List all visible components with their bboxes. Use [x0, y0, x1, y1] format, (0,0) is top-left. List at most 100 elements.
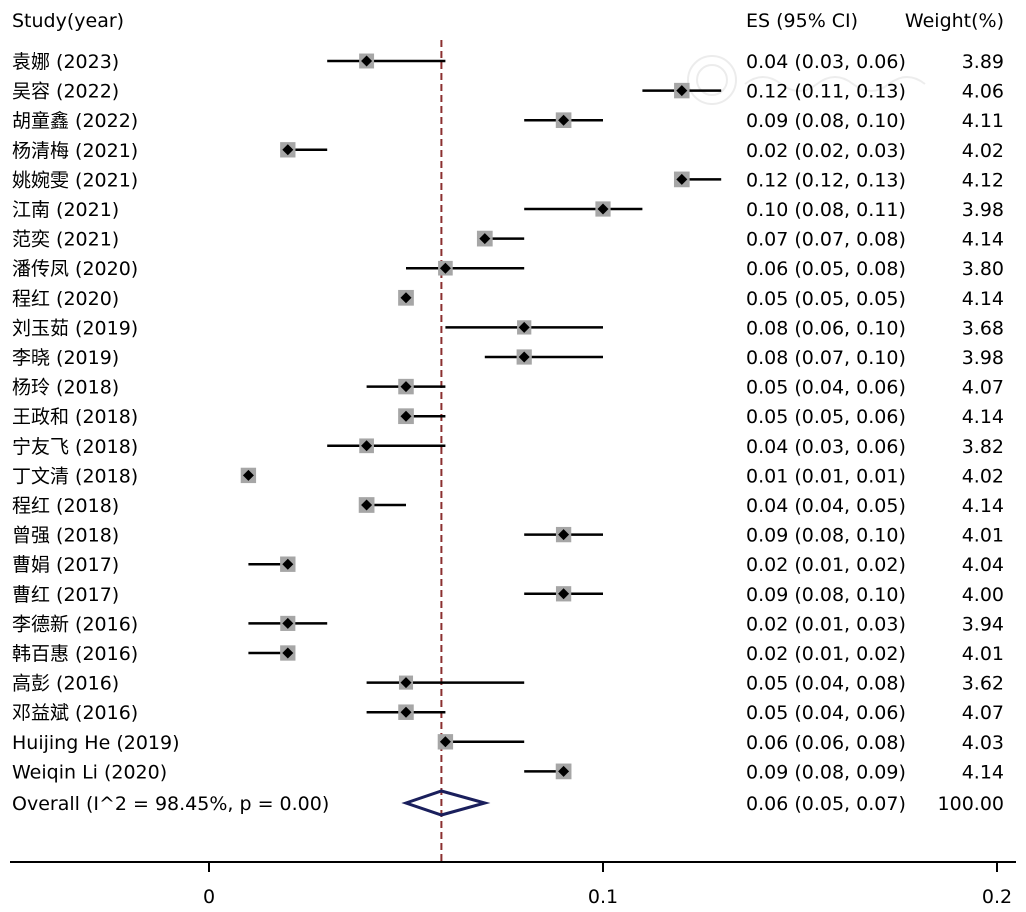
weight-text: 4.14	[962, 761, 1004, 783]
study-row: 高彭 (2016) 0.05 (0.04, 0.08) 3.62	[12, 673, 1004, 695]
weight-text: 3.68	[962, 317, 1004, 339]
es-ci-text: 0.09 (0.08, 0.10)	[746, 584, 906, 606]
point-estimate	[282, 617, 294, 629]
study-row: 吴容 (2022) 0.12 (0.11, 0.13) 4.06	[12, 81, 1004, 103]
overall-label: Overall (I^2 = 98.45%, p = 0.00)	[12, 793, 329, 815]
study-row: 曹娟 (2017) 0.02 (0.01, 0.02) 4.04	[12, 554, 1004, 576]
point-estimate	[282, 647, 294, 659]
study-row: 韩百惠 (2016) 0.02 (0.01, 0.02) 4.01	[12, 643, 1004, 665]
study-label: 曹娟 (2017)	[12, 554, 119, 576]
study-row: Weiqin Li (2020) 0.09 (0.08, 0.09) 4.14	[12, 761, 1004, 783]
es-ci-text: 0.09 (0.08, 0.09)	[746, 761, 906, 783]
study-label: 邓益斌 (2016)	[12, 702, 138, 724]
watermark-seal-outer	[687, 55, 737, 105]
point-estimate	[558, 588, 570, 600]
weight-text: 4.04	[962, 554, 1004, 576]
es-ci-text: 0.02 (0.02, 0.03)	[746, 140, 906, 162]
study-label: 丁文清 (2018)	[12, 465, 138, 487]
study-label: 杨清梅 (2021)	[12, 140, 138, 162]
weight-text: 4.12	[962, 169, 1004, 191]
study-row: 刘玉茹 (2019) 0.08 (0.06, 0.10) 3.68	[12, 317, 1004, 339]
study-label: 杨玲 (2018)	[12, 377, 119, 399]
weight-text: 4.02	[962, 140, 1004, 162]
point-estimate	[400, 381, 412, 393]
weight-text: 3.98	[962, 347, 1004, 369]
es-ci-text: 0.09 (0.08, 0.10)	[746, 110, 906, 132]
study-row: 范奕 (2021) 0.07 (0.07, 0.08) 4.14	[12, 229, 1004, 251]
es-ci-text: 0.12 (0.11, 0.13)	[746, 81, 906, 103]
point-estimate	[439, 262, 451, 274]
watermark-seal	[687, 55, 926, 105]
es-ci-text: 0.06 (0.06, 0.08)	[746, 732, 906, 754]
point-estimate	[518, 351, 530, 363]
study-row: Huijing He (2019) 0.06 (0.06, 0.08) 4.03	[12, 732, 1004, 754]
study-label: 潘传凤 (2020)	[12, 258, 138, 280]
weight-text: 4.07	[962, 702, 1004, 724]
study-label: 宁友飞 (2018)	[12, 436, 138, 458]
es-ci-text: 0.05 (0.04, 0.06)	[746, 702, 906, 724]
point-estimate	[597, 203, 609, 215]
point-estimate	[282, 558, 294, 570]
point-estimate	[400, 410, 412, 422]
header-weight: Weight(%)	[905, 10, 1004, 32]
study-row: 丁文清 (2018) 0.01 (0.01, 0.01) 4.02	[12, 465, 1004, 487]
study-row: 邓益斌 (2016) 0.05 (0.04, 0.06) 4.07	[12, 702, 1004, 724]
point-estimate	[361, 440, 373, 452]
es-ci-text: 0.04 (0.04, 0.05)	[746, 495, 906, 517]
point-estimate	[479, 233, 491, 245]
weight-text: 3.80	[962, 258, 1004, 280]
study-label: 范奕 (2021)	[12, 229, 119, 251]
study-label: 程红 (2018)	[12, 495, 119, 517]
point-estimate	[439, 736, 451, 748]
study-rows: 袁娜 (2023) 0.04 (0.03, 0.06) 3.89 吴容 (2022) 0…	[12, 51, 1004, 783]
weight-text: 3.94	[962, 613, 1004, 635]
study-row: 李晓 (2019) 0.08 (0.07, 0.10) 3.98	[12, 347, 1004, 369]
weight-text: 3.62	[962, 673, 1004, 695]
study-label: Huijing He (2019)	[12, 732, 180, 754]
es-ci-text: 0.09 (0.08, 0.10)	[746, 525, 906, 547]
es-ci-text: 0.08 (0.07, 0.10)	[746, 347, 906, 369]
study-label: 程红 (2020)	[12, 288, 119, 310]
study-row: 杨清梅 (2021) 0.02 (0.02, 0.03) 4.02	[12, 140, 1004, 162]
x-tick-label: 0	[203, 886, 215, 908]
study-row: 程红 (2020) 0.05 (0.05, 0.05) 4.14	[12, 288, 1004, 310]
watermark-brush-stroke	[744, 76, 926, 92]
study-label: 韩百惠 (2016)	[12, 643, 138, 665]
overall-es-ci: 0.06 (0.05, 0.07)	[746, 793, 906, 815]
es-ci-text: 0.07 (0.07, 0.08)	[746, 229, 906, 251]
overall-diamond	[401, 789, 491, 817]
x-tick-label: 0.2	[982, 886, 1012, 908]
weight-text: 3.82	[962, 436, 1004, 458]
study-label: 王政和 (2018)	[12, 406, 138, 428]
es-ci-text: 0.04 (0.03, 0.06)	[746, 436, 906, 458]
study-label: 高彭 (2016)	[12, 673, 119, 695]
x-axis-ticks: 0 0.1 0.2	[203, 862, 1012, 908]
weight-text: 4.14	[962, 495, 1004, 517]
study-row: 杨玲 (2018) 0.05 (0.04, 0.06) 4.07	[12, 377, 1004, 399]
es-ci-text: 0.12 (0.12, 0.13)	[746, 169, 906, 191]
weight-text: 4.00	[962, 584, 1004, 606]
header-es: ES (95% CI)	[746, 10, 858, 32]
point-estimate	[282, 144, 294, 156]
study-row: 曹红 (2017) 0.09 (0.08, 0.10) 4.00	[12, 584, 1004, 606]
es-ci-text: 0.05 (0.05, 0.06)	[746, 406, 906, 428]
es-ci-text: 0.01 (0.01, 0.01)	[746, 465, 906, 487]
study-row: 王政和 (2018) 0.05 (0.05, 0.06) 4.14	[12, 406, 1004, 428]
study-row: 袁娜 (2023) 0.04 (0.03, 0.06) 3.89	[12, 51, 1004, 73]
point-estimate	[676, 85, 688, 97]
point-estimate	[361, 499, 373, 511]
study-label: 胡童鑫 (2022)	[12, 110, 138, 132]
study-row: 曾强 (2018) 0.09 (0.08, 0.10) 4.01	[12, 525, 1004, 547]
weight-text: 4.03	[962, 732, 1004, 754]
study-row: 胡童鑫 (2022) 0.09 (0.08, 0.10) 4.11	[12, 110, 1004, 132]
study-label: 曹红 (2017)	[12, 584, 119, 606]
weight-text: 4.06	[962, 81, 1004, 103]
weight-text: 4.11	[962, 110, 1004, 132]
es-ci-text: 0.05 (0.04, 0.06)	[746, 377, 906, 399]
point-estimate	[400, 706, 412, 718]
point-estimate	[676, 173, 688, 185]
study-label: 曾强 (2018)	[12, 525, 119, 547]
study-row: 潘传凤 (2020) 0.06 (0.05, 0.08) 3.80	[12, 258, 1004, 280]
weight-text: 3.98	[962, 199, 1004, 221]
